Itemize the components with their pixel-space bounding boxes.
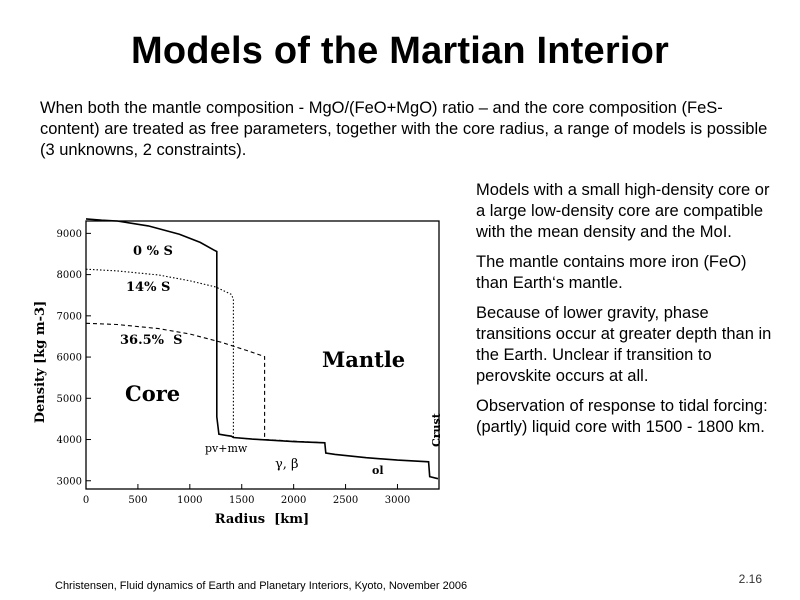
slide-number: 2.16 xyxy=(738,572,762,586)
x-tick-label: 1500 xyxy=(229,495,254,506)
y-tick-label: 6000 xyxy=(57,353,82,364)
x-tick-label: 3000 xyxy=(385,495,410,506)
label-0-percent-s: 0 % S xyxy=(133,244,173,259)
mantle-label: Mantle xyxy=(322,347,405,372)
intro-paragraph: When both the mantle composition - MgO/(… xyxy=(40,99,768,159)
gamma-beta-label: γ, β xyxy=(275,457,299,472)
crust-label: Crust xyxy=(430,412,443,447)
ol-label: ol xyxy=(372,464,384,477)
x-tick-label: 0 xyxy=(83,495,89,506)
bullet-item: Models with a small high-density core or… xyxy=(476,181,770,241)
bullet-list: Models with a small high-density core or… xyxy=(476,180,776,447)
bullet-item: Observation of response to tidal forcing… xyxy=(476,397,768,436)
y-tick-label: 4000 xyxy=(57,435,82,446)
y-tick-label: 3000 xyxy=(57,476,82,487)
footer-citation: Christensen, Fluid dynamics of Earth and… xyxy=(55,580,468,592)
density-curve-series-1 xyxy=(85,268,325,444)
x-tick-label: 2000 xyxy=(281,495,306,506)
x-axis-label: Radius [km] xyxy=(215,512,309,527)
y-tick-label: 5000 xyxy=(57,394,82,405)
core-label: Core xyxy=(125,381,180,406)
slide-title: Models of the Martian Interior xyxy=(130,30,670,72)
pv-mw-label: pv+mw xyxy=(205,442,248,455)
label-14-percent-s: 14% S xyxy=(126,280,170,295)
density-curve-series-2 xyxy=(85,322,325,444)
x-tick-label: 500 xyxy=(128,495,147,506)
y-tick-label: 9000 xyxy=(57,229,82,240)
y-tick-label: 7000 xyxy=(57,311,82,322)
chart-frame xyxy=(85,220,440,490)
density-chart: 0 500 1000 1500 2000 2500 3000 3000 4000 5000 6000… xyxy=(33,218,443,527)
x-tick-label: 2500 xyxy=(333,495,358,506)
y-axis-label: Density [kg m-3] xyxy=(33,301,48,423)
x-tick-label: 1000 xyxy=(177,495,202,506)
bullet-item: Because of lower gravity, phase transiti… xyxy=(476,304,772,385)
label-36-percent-s: 36.5% S xyxy=(120,333,182,348)
bullet-item: The mantle contains more iron (FeO) than… xyxy=(476,253,747,292)
y-tick-label: 8000 xyxy=(57,270,82,281)
density-curve-series-0 xyxy=(85,218,439,480)
